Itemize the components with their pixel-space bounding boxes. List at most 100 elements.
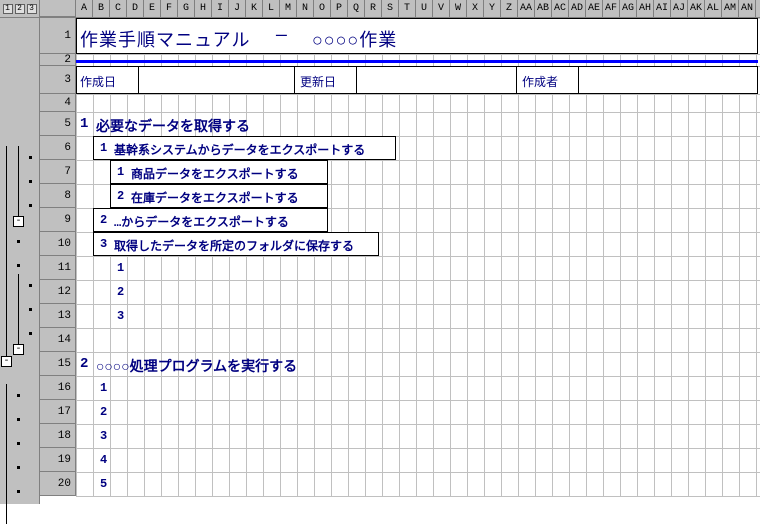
column-header[interactable]: AH xyxy=(637,0,654,17)
outline-level-3-button[interactable]: 3 xyxy=(27,4,37,14)
column-header[interactable]: U xyxy=(416,0,433,17)
column-header[interactable]: AI xyxy=(654,0,671,17)
column-header[interactable]: E xyxy=(144,0,161,17)
row-header[interactable]: 12 xyxy=(40,280,75,304)
column-header[interactable]: L xyxy=(263,0,280,17)
row-header[interactable]: 6 xyxy=(40,136,75,160)
outline-level-1-button[interactable]: 1 xyxy=(3,4,13,14)
column-header[interactable]: O xyxy=(314,0,331,17)
row-header[interactable]: 8 xyxy=(40,184,75,208)
column-header[interactable]: R xyxy=(365,0,382,17)
select-all-corner[interactable] xyxy=(40,0,76,17)
row-header[interactable]: 9 xyxy=(40,208,75,232)
step-1-1-1-num: 1 xyxy=(117,165,124,179)
outline-dot xyxy=(29,204,32,207)
column-header[interactable]: AC xyxy=(552,0,569,17)
column-header[interactable]: Q xyxy=(348,0,365,17)
step-1-2-num: 2 xyxy=(100,213,107,227)
column-header[interactable]: AN xyxy=(739,0,756,17)
outline-dot xyxy=(17,466,20,469)
column-header[interactable]: X xyxy=(467,0,484,17)
column-header[interactable]: Y xyxy=(484,0,501,17)
row-header[interactable]: 20 xyxy=(40,472,75,496)
column-header[interactable]: A xyxy=(76,0,93,17)
row-header[interactable]: 5 xyxy=(40,112,75,136)
step-1-2-text: …からデータをエクスポートする xyxy=(114,213,289,230)
row-header[interactable]: 18 xyxy=(40,424,75,448)
row-header[interactable]: 7 xyxy=(40,160,75,184)
outline-dot xyxy=(29,156,32,159)
column-header[interactable]: AM xyxy=(722,0,739,17)
row-header[interactable]: 17 xyxy=(40,400,75,424)
label-created: 作成日 xyxy=(80,73,116,90)
label-updated: 更新日 xyxy=(300,73,336,90)
row-header[interactable]: 15 xyxy=(40,352,75,376)
header-row-border xyxy=(76,66,758,94)
column-header[interactable]: N xyxy=(297,0,314,17)
outline-dot xyxy=(29,180,32,183)
row-header[interactable]: 10 xyxy=(40,232,75,256)
sheet-area: ABCDEFGHIJKLMNOPQRSTUVWXYZAAABACADAEAFAG… xyxy=(40,0,760,504)
step-1-3-num: 3 xyxy=(100,237,107,251)
title-sub: ○○○○作業 xyxy=(312,26,397,52)
column-header[interactable]: AB xyxy=(535,0,552,17)
step-1-3-1-num: 1 xyxy=(117,261,124,275)
row-header[interactable]: 1 xyxy=(40,18,75,54)
cells-area[interactable]: 作業手順マニュアル ― ○○○○作業 作成日 更新日 作成者 1 必要なデータを… xyxy=(76,18,760,496)
outline-dot xyxy=(29,308,32,311)
column-header[interactable]: K xyxy=(246,0,263,17)
row-headers: 1234567891011121314151617181920 xyxy=(40,18,76,496)
column-header[interactable]: AA xyxy=(518,0,535,17)
column-header[interactable]: H xyxy=(195,0,212,17)
column-header[interactable]: P xyxy=(331,0,348,17)
row-header[interactable]: 4 xyxy=(40,94,75,112)
column-header[interactable]: AJ xyxy=(671,0,688,17)
column-header[interactable]: AF xyxy=(603,0,620,17)
outline-dot xyxy=(17,442,20,445)
step-2-5-num: 5 xyxy=(100,477,107,491)
column-header[interactable]: D xyxy=(127,0,144,17)
column-header[interactable]: AL xyxy=(705,0,722,17)
outline-collapse-button[interactable]: - xyxy=(13,344,24,355)
section-1-title: 必要なデータを取得する xyxy=(96,116,250,136)
column-header[interactable]: Z xyxy=(501,0,518,17)
divider-line xyxy=(76,60,758,63)
row-header[interactable]: 2 xyxy=(40,54,75,66)
column-header[interactable]: T xyxy=(399,0,416,17)
column-header[interactable]: AD xyxy=(569,0,586,17)
section-1-num: 1 xyxy=(80,116,88,132)
column-header[interactable]: M xyxy=(280,0,297,17)
field-divider xyxy=(356,66,357,94)
outline-bracket xyxy=(18,146,19,222)
title-separator: ― xyxy=(276,26,288,46)
column-header[interactable]: G xyxy=(178,0,195,17)
column-header[interactable]: J xyxy=(229,0,246,17)
row-header[interactable]: 3 xyxy=(40,66,75,94)
step-1-1-num: 1 xyxy=(100,141,107,155)
column-header[interactable]: B xyxy=(93,0,110,17)
outline-level-2-button[interactable]: 2 xyxy=(15,4,25,14)
step-1-1-text: 基幹系システムからデータをエクスポートする xyxy=(114,141,365,158)
row-header[interactable]: 13 xyxy=(40,304,75,328)
step-1-1-1-text: 商品データをエクスポートする xyxy=(131,165,299,182)
column-header[interactable]: S xyxy=(382,0,399,17)
column-header[interactable]: F xyxy=(161,0,178,17)
row-header[interactable]: 11 xyxy=(40,256,75,280)
column-header[interactable]: W xyxy=(450,0,467,17)
row-header[interactable]: 16 xyxy=(40,376,75,400)
field-divider xyxy=(294,66,295,94)
column-header[interactable]: AE xyxy=(586,0,603,17)
step-1-3-3-num: 3 xyxy=(117,309,124,323)
outline-dot xyxy=(17,394,20,397)
outline-collapse-button[interactable]: - xyxy=(1,356,12,367)
row-header[interactable]: 19 xyxy=(40,448,75,472)
column-header[interactable]: AK xyxy=(688,0,705,17)
step-1-1-2-text: 在庫データをエクスポートする xyxy=(131,189,299,206)
outline-collapse-button[interactable]: - xyxy=(13,216,24,227)
column-header[interactable]: C xyxy=(110,0,127,17)
column-header[interactable]: V xyxy=(433,0,450,17)
row-header[interactable]: 14 xyxy=(40,328,75,352)
column-header[interactable]: AG xyxy=(620,0,637,17)
outline-dot xyxy=(29,332,32,335)
column-header[interactable]: I xyxy=(212,0,229,17)
